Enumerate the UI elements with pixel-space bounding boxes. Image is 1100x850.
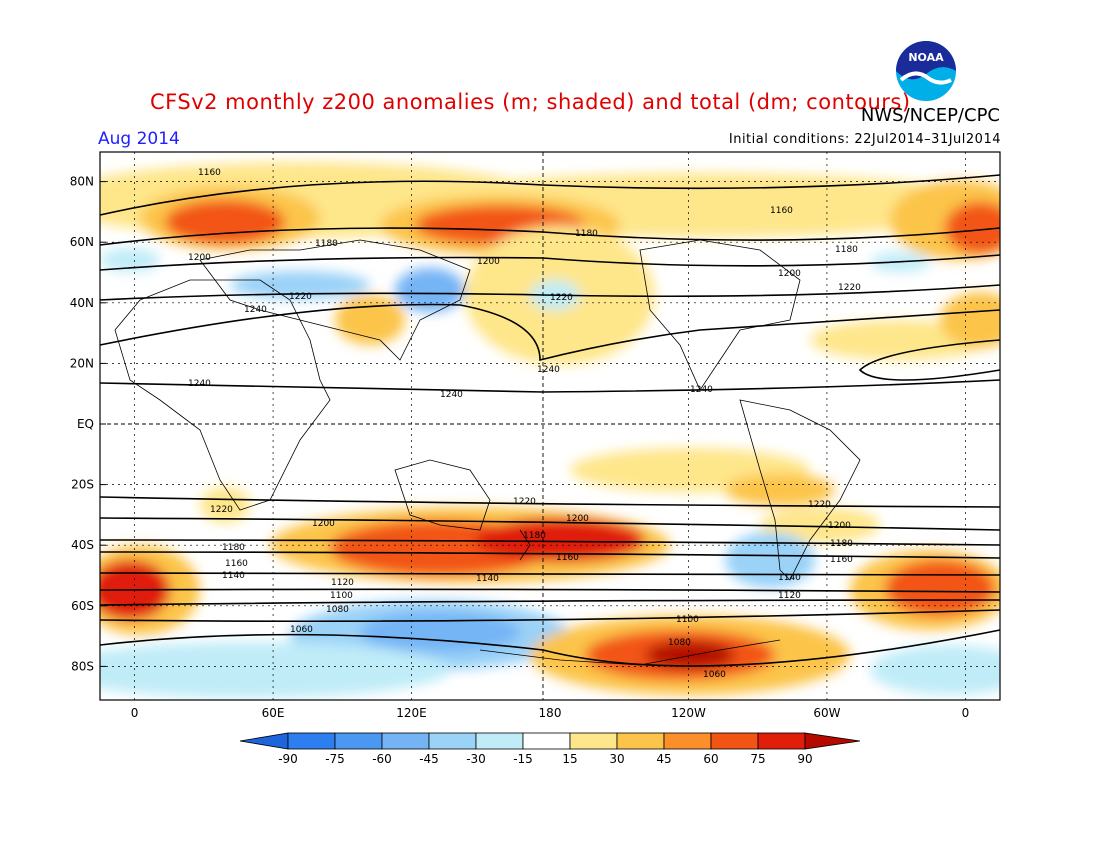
colorbar-swatch xyxy=(757,732,806,750)
contour-label: 1200 xyxy=(188,253,211,263)
latitude-tick-label: 60S xyxy=(71,599,94,613)
colorbar-swatch xyxy=(475,732,524,750)
longitude-axis: 0 60E 120E 180 120W 60W 0 xyxy=(131,706,969,720)
latitude-tick-label: 60N xyxy=(70,235,94,249)
contour-label: 1200 xyxy=(566,514,589,524)
colorbar-tick-label: -45 xyxy=(419,752,439,766)
latitude-tick-label: 20N xyxy=(70,356,94,370)
colorbar-tick-label: -15 xyxy=(513,752,533,766)
contour-label: 1060 xyxy=(703,670,726,680)
height-contours xyxy=(99,174,1001,667)
contour-label: 1160 xyxy=(830,555,853,565)
contour-label: 1140 xyxy=(476,574,499,584)
latitude-tick-label: 80N xyxy=(70,175,94,189)
contour-label-group: 1160 1180 1180 1160 1180 1200 1200 1200 … xyxy=(188,168,861,680)
logo-lettering: NOAA xyxy=(908,51,944,64)
contour-label: 1160 xyxy=(556,553,579,563)
contour-label: 1100 xyxy=(676,615,699,625)
contour-label: 1240 xyxy=(440,390,463,400)
colorbar-swatch xyxy=(287,732,336,750)
contour-label: 1220 xyxy=(838,283,861,293)
latitude-tick-label: 40N xyxy=(70,296,94,310)
colorbar-swatch xyxy=(522,732,571,750)
agency-credit: NWS/NCEP/CPC xyxy=(860,105,1000,126)
colorbar-tick-label: 60 xyxy=(703,752,718,766)
colorbar-tick-label: 45 xyxy=(656,752,671,766)
contour-label: 1220 xyxy=(513,497,536,507)
contour-label: 1180 xyxy=(830,539,853,549)
colorbar-swatch xyxy=(616,732,665,750)
longitude-tick-label: 0 xyxy=(962,706,970,720)
latitude-tick-label: 20S xyxy=(71,478,94,492)
contour-label: 1220 xyxy=(808,500,831,510)
forecast-month: Aug 2014 xyxy=(98,129,180,149)
colorbar-tick-label: 15 xyxy=(562,752,577,766)
contour-label: 1180 xyxy=(835,245,858,255)
contour-label: 1160 xyxy=(770,206,793,216)
colorbar-tick-label: 30 xyxy=(609,752,624,766)
colorbar-arrow-high xyxy=(804,732,861,750)
noaa-logo: NOAA xyxy=(896,41,956,101)
chart-title: CFSv2 monthly z200 anomalies (m; shaded)… xyxy=(150,90,911,114)
colorbar-arrow-low xyxy=(239,732,289,750)
colorbar-swatch xyxy=(569,732,618,750)
contour-label: 1140 xyxy=(778,573,801,583)
colorbar-tick-label: -90 xyxy=(278,752,298,766)
contour-label: 1060 xyxy=(290,625,313,635)
colorbar-swatch xyxy=(381,732,430,750)
longitude-tick-label: 0 xyxy=(131,706,139,720)
longitude-tick-label: 120E xyxy=(396,706,427,720)
colorbar-tick-label: 75 xyxy=(750,752,765,766)
contour-label: 1240 xyxy=(690,385,713,395)
contour-label: 1080 xyxy=(326,605,349,615)
graticule xyxy=(100,152,1000,700)
contour-label: 1200 xyxy=(828,521,851,531)
contour-label: 1180 xyxy=(222,543,245,553)
latitude-axis: 80N 60N 40N 20N EQ 20S 40S 60S 80S xyxy=(70,175,106,673)
latitude-tick-label: 80S xyxy=(71,659,94,673)
contour-label: 1200 xyxy=(312,519,335,529)
contour-label: 1140 xyxy=(222,571,245,581)
contour-label: 1200 xyxy=(778,269,801,279)
longitude-tick-label: 60W xyxy=(813,706,840,720)
contour-label: 1120 xyxy=(778,591,801,601)
contour-label: 1220 xyxy=(289,292,312,302)
initial-conditions: Initial conditions: 22Jul2014–31Jul2014 xyxy=(728,132,1001,147)
longitude-tick-label: 60E xyxy=(262,706,285,720)
contour-label: 1240 xyxy=(537,365,560,375)
longitude-tick-label: 180 xyxy=(539,706,562,720)
contour-label: 1220 xyxy=(550,293,573,303)
colorbar-tick-label: -30 xyxy=(466,752,486,766)
colorbar-tick-label: 90 xyxy=(797,752,812,766)
contour-label: 1220 xyxy=(210,505,233,515)
colorbar-swatch xyxy=(663,732,712,750)
contour-label: 1180 xyxy=(575,229,598,239)
contour-label: 1160 xyxy=(198,168,221,178)
contour-label: 1180 xyxy=(315,239,338,249)
contour-label: 1180 xyxy=(523,531,546,541)
contour-label: 1100 xyxy=(330,591,353,601)
colorbar-swatch xyxy=(334,732,383,750)
latitude-tick-label: 40S xyxy=(71,538,94,552)
contour-label: 1200 xyxy=(477,257,500,267)
contour-label: 1240 xyxy=(188,379,211,389)
colorbar-tick-label: -60 xyxy=(372,752,392,766)
colorbar-tick-label: -75 xyxy=(325,752,345,766)
contour-label: 1240 xyxy=(244,305,267,315)
contour-label: 1120 xyxy=(331,578,354,588)
contour-label: 1080 xyxy=(668,638,691,648)
colorbar-swatch xyxy=(710,732,759,750)
latitude-tick-label: EQ xyxy=(77,417,94,431)
longitude-tick-label: 120W xyxy=(671,706,706,720)
colorbar-swatch xyxy=(428,732,477,750)
contour-label: 1160 xyxy=(225,559,248,569)
map-frame xyxy=(99,151,1001,701)
